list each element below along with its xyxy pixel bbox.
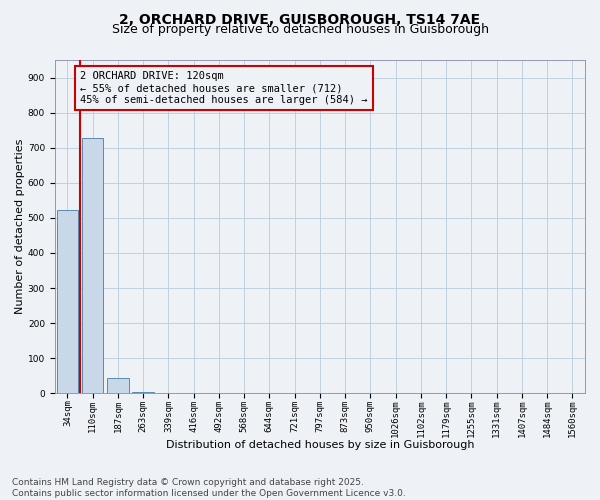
Text: Contains HM Land Registry data © Crown copyright and database right 2025.
Contai: Contains HM Land Registry data © Crown c… xyxy=(12,478,406,498)
Text: 2, ORCHARD DRIVE, GUISBOROUGH, TS14 7AE: 2, ORCHARD DRIVE, GUISBOROUGH, TS14 7AE xyxy=(119,12,481,26)
Text: 2 ORCHARD DRIVE: 120sqm
← 55% of detached houses are smaller (712)
45% of semi-d: 2 ORCHARD DRIVE: 120sqm ← 55% of detache… xyxy=(80,72,367,104)
Y-axis label: Number of detached properties: Number of detached properties xyxy=(15,139,25,314)
Bar xyxy=(82,138,103,394)
Bar xyxy=(107,378,128,394)
Bar xyxy=(56,210,78,394)
X-axis label: Distribution of detached houses by size in Guisborough: Distribution of detached houses by size … xyxy=(166,440,474,450)
Text: Size of property relative to detached houses in Guisborough: Size of property relative to detached ho… xyxy=(112,22,488,36)
Bar xyxy=(133,392,154,394)
